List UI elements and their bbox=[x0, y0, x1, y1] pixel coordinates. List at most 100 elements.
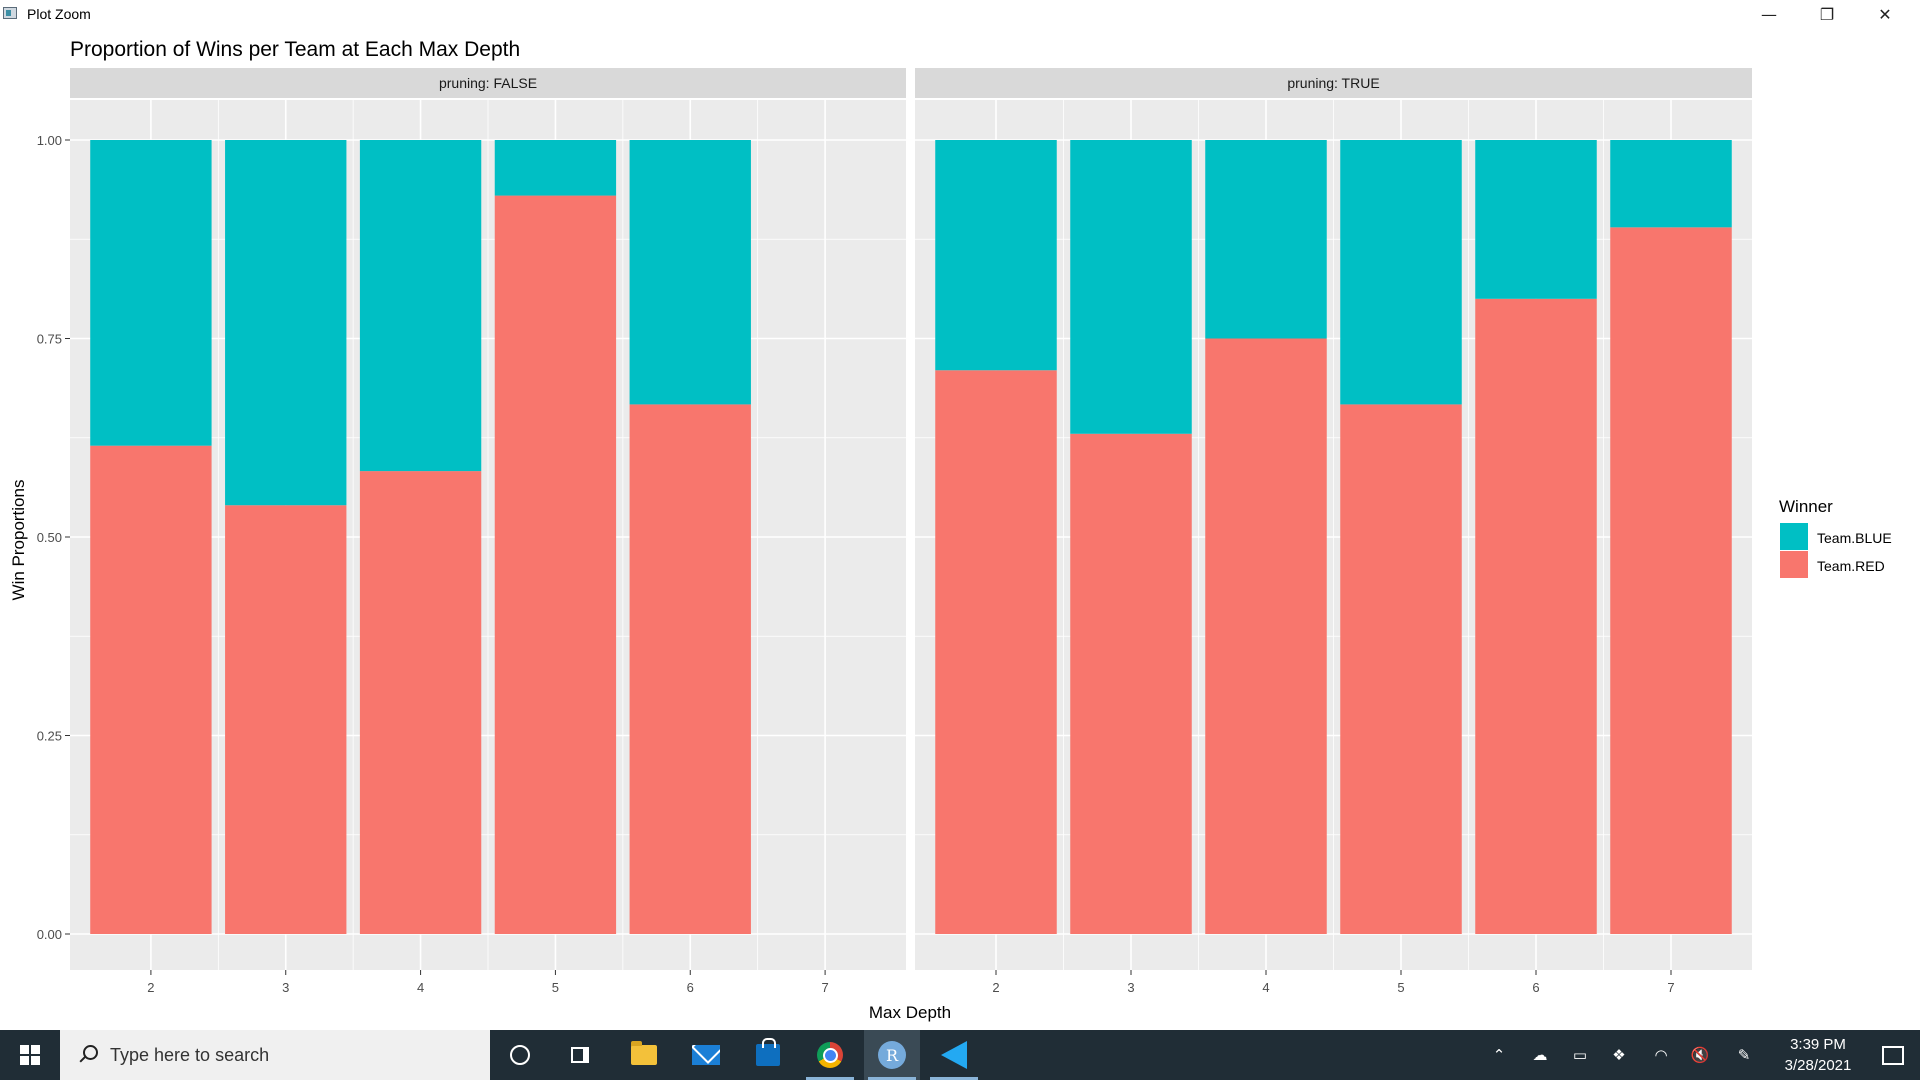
bar-team-blue bbox=[1610, 140, 1732, 228]
r-icon: R bbox=[878, 1041, 906, 1069]
cortana-button[interactable] bbox=[492, 1030, 548, 1080]
bar-team-blue bbox=[1475, 140, 1597, 299]
bar-team-red bbox=[1340, 404, 1462, 935]
show-hidden-icons-button[interactable]: ⌃ bbox=[1484, 1030, 1514, 1080]
bar-team-red bbox=[494, 195, 617, 934]
battery-icon: ▭ bbox=[1572, 1046, 1588, 1064]
x-tick-label: 4 bbox=[417, 980, 424, 995]
legend-title: Winner bbox=[1779, 497, 1833, 516]
bar-team-red bbox=[1475, 298, 1597, 934]
bar-team-blue bbox=[935, 140, 1057, 371]
chrome-button[interactable] bbox=[802, 1030, 858, 1080]
y-tick-label: 0.25 bbox=[37, 729, 62, 744]
action-center-button[interactable] bbox=[1866, 1030, 1920, 1080]
legend-key-team-red bbox=[1780, 551, 1808, 578]
x-tick-label: 2 bbox=[992, 980, 999, 995]
dropbox-tray-button[interactable]: ❖ bbox=[1604, 1030, 1634, 1080]
r-button[interactable]: R bbox=[864, 1030, 920, 1080]
search-placeholder: Type here to search bbox=[110, 1044, 270, 1065]
bar-team-blue bbox=[90, 140, 212, 446]
bar-team-blue bbox=[1070, 140, 1192, 434]
x-tick-label: 3 bbox=[282, 980, 289, 995]
facet-panels: pruning: FALSE 2 3 4 5 6 7 0.00 0.25 0.50 0.75 1.00… bbox=[37, 68, 1752, 995]
file-explorer-button[interactable] bbox=[616, 1030, 672, 1080]
bar-team-blue bbox=[359, 140, 482, 472]
x-tick-label: 5 bbox=[552, 980, 559, 995]
speaker-muted-icon: 🔇 bbox=[1690, 1046, 1710, 1064]
x-tick-label: 4 bbox=[1262, 980, 1269, 995]
plot-area: Proportion of Wins per Team at Each Max … bbox=[9, 38, 1892, 1022]
task-view-icon bbox=[571, 1047, 589, 1063]
cortana-icon bbox=[510, 1045, 530, 1065]
x-tick-label: 7 bbox=[821, 980, 828, 995]
bar-team-red bbox=[1070, 433, 1192, 934]
pen-tray-button[interactable]: ✎ bbox=[1728, 1030, 1760, 1080]
bar-team-red bbox=[359, 471, 482, 934]
app-icon bbox=[3, 7, 17, 19]
facet-strip bbox=[70, 68, 906, 98]
facet-strip-label: pruning: FALSE bbox=[439, 75, 537, 91]
legend: Winner Team.BLUE Team.RED bbox=[1779, 497, 1892, 578]
bar-team-red bbox=[935, 370, 1057, 934]
mail-button[interactable] bbox=[678, 1030, 734, 1080]
x-tick-label: 5 bbox=[1397, 980, 1404, 995]
legend-label-team-blue: Team.BLUE bbox=[1817, 530, 1892, 546]
window-title: Plot Zoom bbox=[27, 6, 91, 22]
clock-date: 3/28/2021 bbox=[1784, 1057, 1852, 1074]
clock[interactable]: 3:39 PM 3/28/2021 bbox=[1768, 1034, 1868, 1076]
bar-team-blue bbox=[1205, 140, 1327, 339]
bar-team-red bbox=[90, 445, 212, 934]
y-tick-label: 0.75 bbox=[37, 332, 62, 347]
vscode-button[interactable] bbox=[926, 1030, 982, 1080]
chrome-icon bbox=[817, 1042, 843, 1068]
dropbox-icon: ❖ bbox=[1612, 1046, 1626, 1064]
facet-strip bbox=[915, 68, 1752, 98]
vscode-icon bbox=[941, 1041, 967, 1069]
y-axis-label: Win Proportions bbox=[9, 480, 28, 601]
bar-team-red bbox=[225, 505, 347, 934]
x-axis-label: Max Depth bbox=[869, 1003, 951, 1022]
volume-tray-button[interactable]: 🔇 bbox=[1684, 1030, 1716, 1080]
window-titlebar: Plot Zoom — ❐ ✕ bbox=[0, 0, 1920, 28]
chart-title: Proportion of Wins per Team at Each Max … bbox=[70, 38, 520, 61]
search-icon bbox=[76, 1043, 100, 1067]
bar-team-blue bbox=[225, 140, 347, 506]
windows-logo-icon bbox=[20, 1045, 40, 1065]
onedrive-tray-button[interactable]: ☁ bbox=[1524, 1030, 1556, 1080]
start-button[interactable] bbox=[0, 1030, 60, 1080]
store-button[interactable] bbox=[740, 1030, 796, 1080]
y-tick-label: 1.00 bbox=[37, 133, 62, 148]
notification-icon bbox=[1882, 1045, 1904, 1065]
clock-time: 3:39 PM bbox=[1790, 1036, 1846, 1053]
x-tick-label: 6 bbox=[687, 980, 694, 995]
legend-key-team-blue bbox=[1780, 523, 1808, 550]
taskbar-search-box[interactable]: Type here to search bbox=[60, 1030, 490, 1080]
facet-strip-label: pruning: TRUE bbox=[1287, 75, 1379, 91]
battery-tray-button[interactable]: ▭ bbox=[1564, 1030, 1596, 1080]
x-tick-label: 7 bbox=[1667, 980, 1674, 995]
mail-icon bbox=[692, 1045, 720, 1065]
cloud-error-icon: ☁ bbox=[1532, 1046, 1548, 1064]
bar-team-red bbox=[1610, 227, 1732, 935]
network-tray-button[interactable]: ◠ bbox=[1644, 1030, 1678, 1080]
y-tick-label: 0.50 bbox=[37, 530, 62, 545]
legend-label-team-red: Team.RED bbox=[1817, 558, 1885, 574]
x-tick-label: 3 bbox=[1127, 980, 1134, 995]
bar-team-blue bbox=[1340, 140, 1462, 405]
task-view-button[interactable] bbox=[552, 1030, 608, 1080]
folder-icon bbox=[631, 1041, 657, 1065]
x-tick-label: 2 bbox=[147, 980, 154, 995]
bar-team-blue bbox=[494, 140, 617, 196]
y-tick-label: 0.00 bbox=[37, 927, 62, 942]
minimize-button[interactable]: — bbox=[1761, 4, 1777, 24]
close-button[interactable]: ✕ bbox=[1878, 4, 1892, 24]
x-tick-label: 6 bbox=[1532, 980, 1539, 995]
bar-team-red bbox=[629, 404, 751, 935]
bar-team-blue bbox=[629, 140, 751, 405]
wifi-icon: ◠ bbox=[1654, 1046, 1668, 1064]
restore-button[interactable]: ❐ bbox=[1819, 4, 1835, 24]
store-icon bbox=[756, 1038, 780, 1066]
taskbar: Type here to search R ⌃ ☁ ▭ ❖ ◠ 🔇 ✎ 3:39… bbox=[0, 1030, 1920, 1080]
pen-icon: ✎ bbox=[1737, 1046, 1751, 1064]
chevron-up-icon: ⌃ bbox=[1492, 1046, 1506, 1064]
